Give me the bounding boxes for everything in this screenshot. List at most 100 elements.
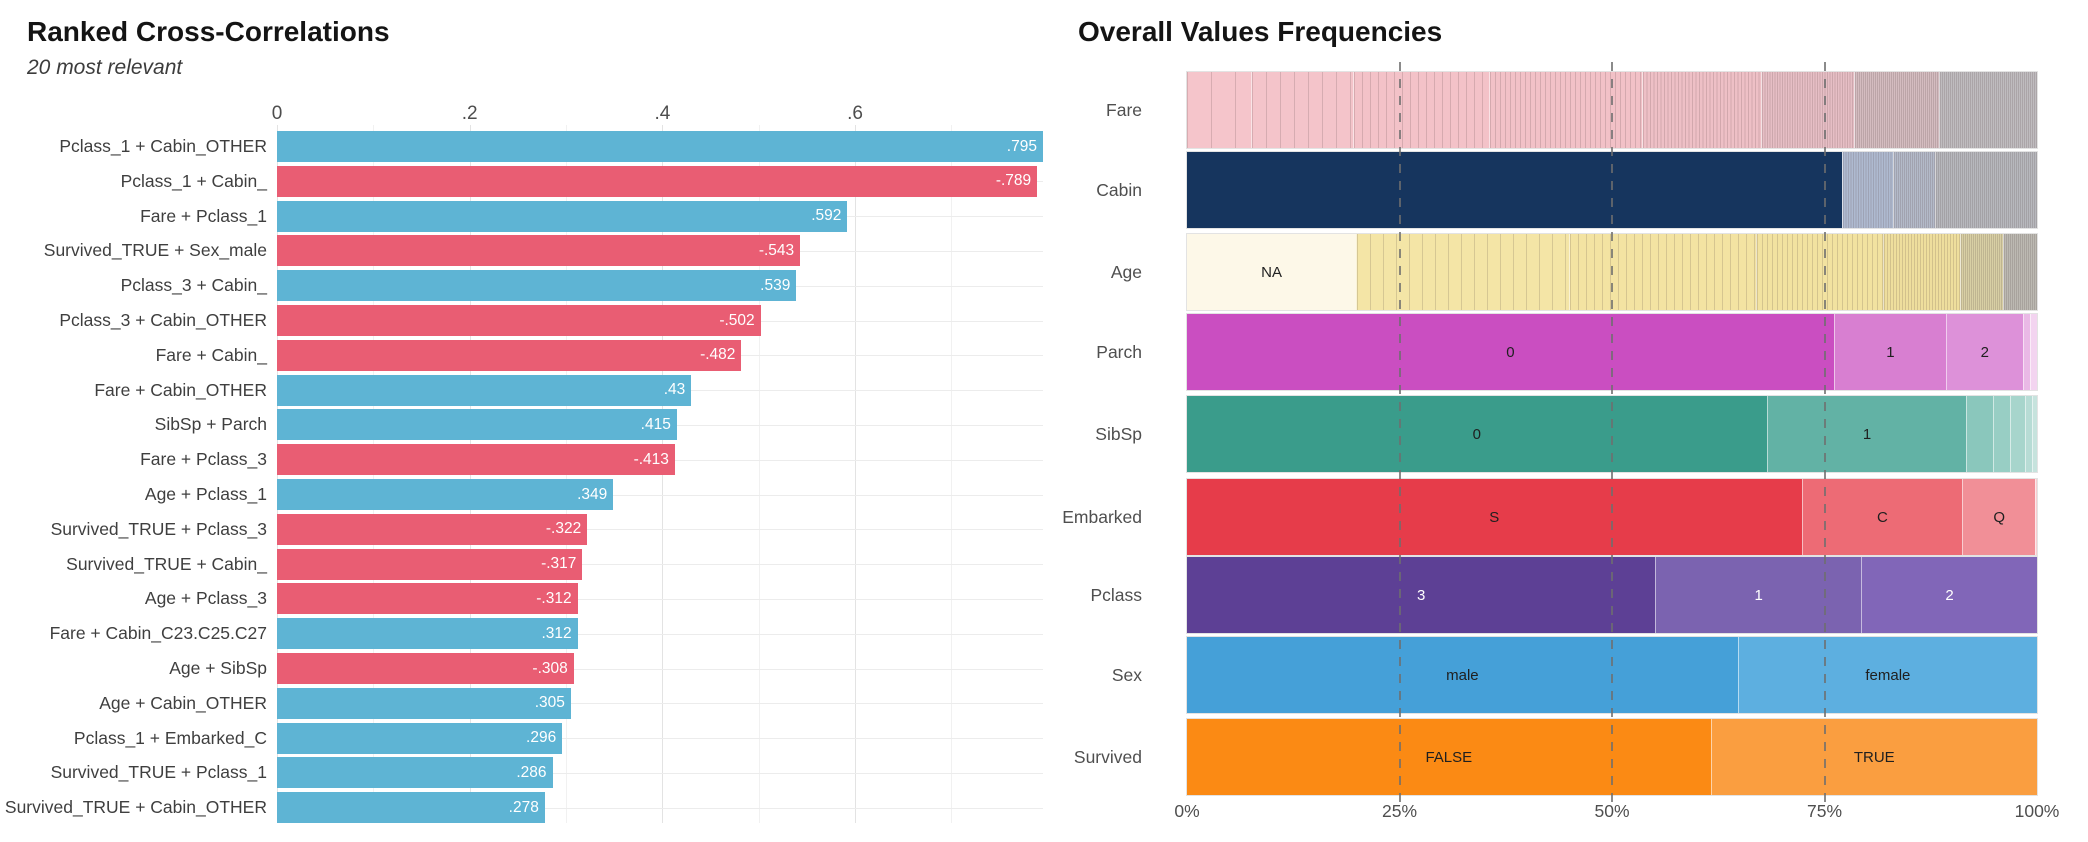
correlation-value-label: .349 [577,485,608,503]
frequency-segment: TRUE [1710,719,2037,795]
correlation-bar: .305 [277,687,571,719]
frequency-segment: Q [1962,479,2036,555]
correlation-pair-label: Survived_TRUE + Cabin_ [66,553,267,574]
frequency-segment: 0 [1187,314,1834,390]
frequency-segment [2002,234,2037,310]
correlation-pair-label: Survived_TRUE + Pclass_3 [50,518,267,539]
variable-label: Embarked [1062,507,1142,527]
variable-label: SibSp [1095,424,1142,444]
segment-value-label: 1 [1886,343,1895,361]
x-axis-tick-label: .6 [847,103,864,124]
x-axis-tick-label: 0% [1174,801,1200,821]
x-axis-tick-label: 50% [1594,801,1630,821]
row-guide-line [277,564,1043,566]
correlation-pair-label: Survived_TRUE + Sex_male [43,240,267,261]
correlation-value-label: .795 [1006,137,1037,155]
frequency-segment [1892,152,1935,228]
frequency-segment [1250,72,1353,148]
row-guide-line [277,598,1043,600]
frequency-segment: NA [1187,234,1357,310]
correlation-bar: -.502 [277,305,761,336]
correlation-pair-label: Fare + Cabin_ [155,344,267,365]
correlation-bar: .795 [277,131,1043,162]
correlation-value-label: .278 [508,798,539,816]
gridline-vertical [951,125,953,824]
correlation-bar: .312 [277,618,578,650]
frequency-segment [2030,314,2037,390]
segment-value-label: 0 [1472,425,1482,443]
frequency-segment: female [1737,637,2037,713]
x-axis-tick-label: 0 [271,103,283,124]
correlation-value-label: .43 [663,381,686,399]
frequency-segment [1959,234,2003,310]
correlation-pair-label: Survived_TRUE + Pclass_1 [50,762,267,783]
row-guide-line [277,772,1043,774]
frequency-bar: 3 1 2 [1187,557,2037,633]
frequency-bar [1187,152,2037,228]
correlation-value-label: -.317 [541,555,577,573]
x-axis-tick-label: .4 [654,103,671,124]
correlation-value-label: -.413 [633,450,669,468]
correlation-pair-label: Pclass_1 + Cabin_OTHER [59,136,267,156]
correlation-bar: .278 [277,792,545,824]
correlation-pair-label: Age + Pclass_3 [144,588,267,609]
frequency-segment [1760,72,1855,148]
correlation-value-label: .305 [534,694,565,712]
frequency-segment: male [1187,637,1738,713]
dashed-gridline [1823,62,1826,802]
correlation-value-label: .286 [516,763,547,781]
frequency-segment: 1 [1655,557,1862,633]
correlation-pair-label: Pclass_3 + Cabin_OTHER [59,310,267,330]
frequency-segment [1356,234,1569,310]
correlation-bar: .43 [277,374,692,406]
segment-value-label: NA [1261,263,1282,281]
dashed-gridline [1398,62,1401,802]
segment-value-label: male [1446,666,1479,684]
row-guide-line [277,807,1043,809]
gridline-vertical [855,125,857,824]
variable-label: Age [1110,262,1142,282]
segment-value-label: 3 [1417,586,1426,604]
frequency-segment [1939,72,2037,148]
segment-value-label: S [1489,508,1500,526]
frequency-segment [2025,396,2032,472]
frequency-segment [1187,152,1842,228]
correlation-bar: .296 [277,722,563,754]
variable-label: Pclass [1090,585,1142,605]
segment-value-label: 1 [1754,586,1763,604]
frequency-segment: FALSE [1187,719,1711,795]
correlation-bar: .286 [277,757,553,789]
frequency-segment: S [1187,479,1802,555]
frequency-segment: 1 [1833,314,1947,390]
correlation-value-label: .592 [811,207,842,225]
correlation-pair-label: Pclass_3 + Cabin_ [120,275,267,296]
variable-label: Sex [1111,665,1142,685]
frequency-segment [2031,396,2037,472]
x-axis-tick-label: .2 [461,103,478,124]
row-guide-line [277,529,1043,531]
row-guide-line [277,668,1043,670]
correlation-value-label: -.308 [532,659,568,677]
frequency-segment [1992,396,2010,472]
correlation-bar: -.322 [277,513,588,545]
correlation-pair-label: Age + SibSp [169,658,267,678]
frequency-segment [1641,72,1761,148]
correlation-pair-label: Pclass_1 + Cabin_ [120,170,267,191]
frequency-segment [2022,314,2031,390]
correlation-pair-label: Survived_TRUE + Cabin_OTHER [4,797,267,818]
segment-value-label: C [1876,508,1888,526]
frequency-segment [1883,234,1960,310]
correlation-bar: -.543 [277,235,801,267]
x-axis-tick-label: 100% [2014,801,2060,821]
row-guide-line [277,633,1043,635]
correlation-bar: .592 [277,200,848,232]
cross-correlations-subtitle: 20 most relevant [27,56,183,79]
correlation-value-label: .296 [526,729,557,747]
frequency-segment [1488,72,1642,148]
correlation-pair-label: Fare + Cabin_C23.C25.C27 [49,623,267,644]
segment-value-label: 0 [1506,343,1515,361]
frequency-segment [1187,72,1251,148]
frequency-segment [1352,72,1489,148]
frequency-bar: male female [1187,637,2037,713]
